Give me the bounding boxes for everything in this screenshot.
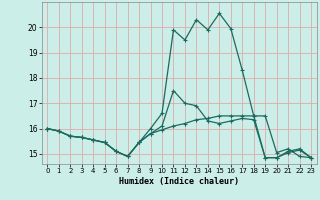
X-axis label: Humidex (Indice chaleur): Humidex (Indice chaleur)	[119, 177, 239, 186]
